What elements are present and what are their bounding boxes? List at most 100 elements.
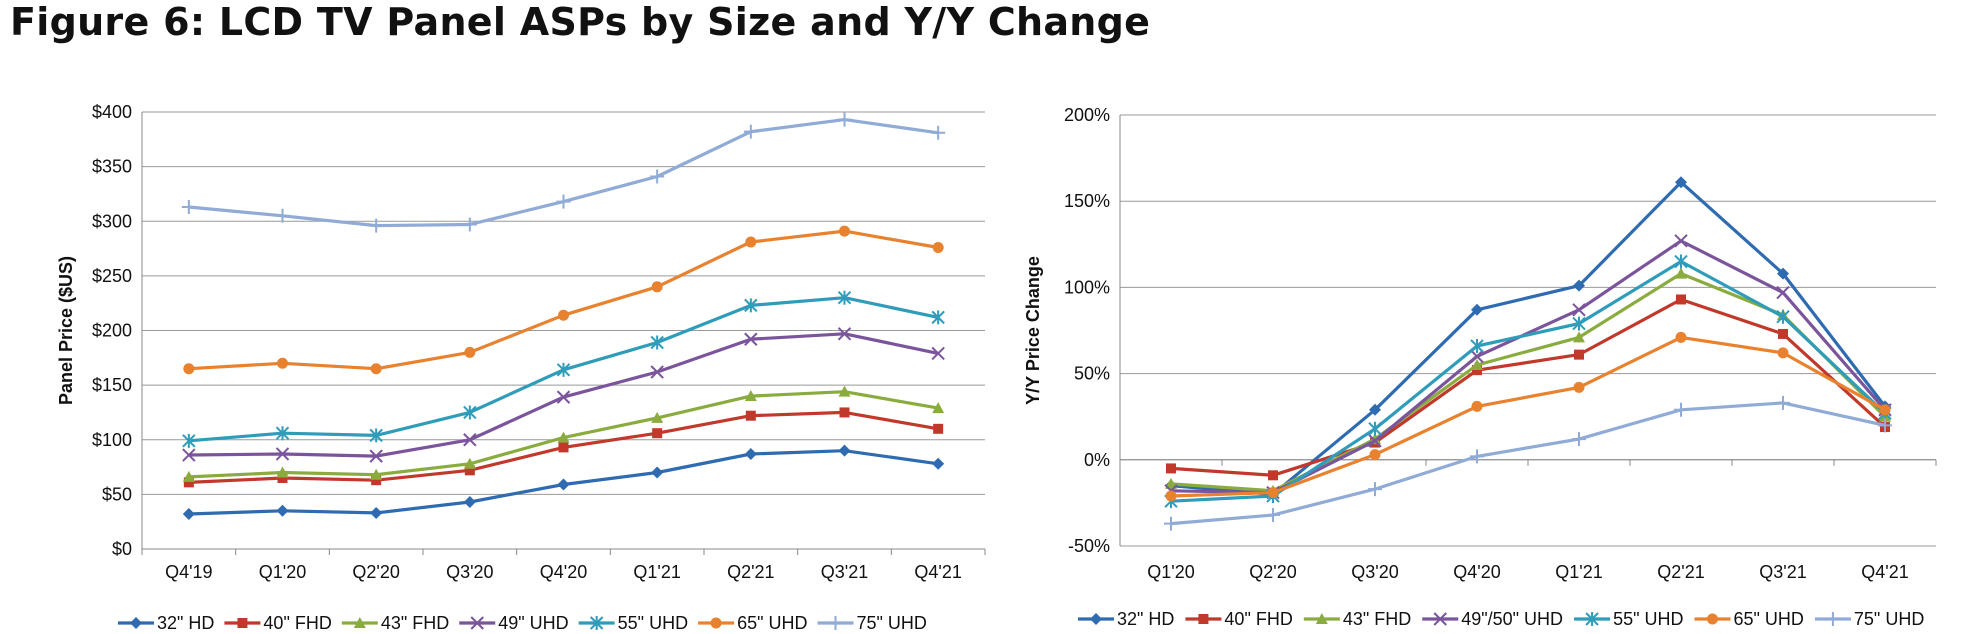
price-series-49-uhd-point xyxy=(182,448,196,462)
price-x-tick-label: Q1'20 xyxy=(259,562,306,582)
price-series-43-fhd-point xyxy=(557,431,570,443)
yy-series-55-uhd-point xyxy=(1776,309,1790,324)
yy-series-75-uhd xyxy=(1164,395,1892,531)
price-x-tick-label: Q4'20 xyxy=(540,562,587,582)
yy-series-65-uhd-point xyxy=(1675,331,1687,343)
yy-series-75-uhd-point xyxy=(1164,516,1178,531)
price-series-40-fhd-point xyxy=(839,407,850,418)
price-legend-label: 40" FHD xyxy=(263,613,331,633)
price-legend-marker xyxy=(710,617,722,629)
price-series-75-uhd-point xyxy=(743,124,758,139)
yy-series-40-fhd-point xyxy=(1676,294,1686,305)
yy-series-65-uhd-line xyxy=(1170,335,1886,498)
price-series-43-fhd-point xyxy=(463,457,476,469)
yy-x-tick-label: Q1'20 xyxy=(1147,562,1194,582)
price-series-49-uhd-point xyxy=(837,327,852,341)
price-y-tick-label: $100 xyxy=(92,430,132,450)
yy-legend-marker xyxy=(1585,612,1599,626)
yy-series-43-fhd-point xyxy=(1165,477,1177,489)
price-series-65-uhd-point xyxy=(745,236,757,248)
price-legend-marker xyxy=(589,616,604,630)
price-y-tick-label: $200 xyxy=(92,321,132,341)
price-x-tick-label: Q2'21 xyxy=(727,562,774,582)
price-series-40-fhd-point xyxy=(183,477,194,488)
yy-legend-item: 65" UHD xyxy=(1694,609,1804,629)
yy-legend-label: 43" FHD xyxy=(1343,609,1411,629)
price-series-55-uhd-point xyxy=(837,290,852,305)
yy-series-75-uhd-point xyxy=(1572,432,1586,447)
yy-series-75-uhd-point xyxy=(1878,418,1892,433)
price-series-55-uhd-point xyxy=(650,335,664,350)
yy-series-32-hd-point xyxy=(1573,279,1585,292)
price-legend-item: 75" UHD xyxy=(817,613,927,633)
yy-legend-marker xyxy=(1198,614,1209,624)
price-y-tick-label: $250 xyxy=(92,266,132,286)
yy-legend-marker xyxy=(1706,613,1718,625)
price-legend-marker xyxy=(470,616,484,630)
figure-title: Figure 6: LCD TV Panel ASPs by Size and … xyxy=(10,0,1151,44)
yy-series-32-hd-line xyxy=(1170,180,1887,496)
yy-legend: 32" HD 40" FHD 43" FHD 49"/50" UHD 55" UHD 65… xyxy=(1078,609,1924,629)
yy-legend-item: 75" UHD xyxy=(1814,609,1924,629)
price-series-55-uhd-point xyxy=(182,433,196,448)
price-series-55-uhd-point xyxy=(275,426,290,441)
yy-legend-label: 49"/50" UHD xyxy=(1461,609,1563,629)
price-series-40-fhd xyxy=(183,407,944,488)
price-series-49-uhd-point xyxy=(275,447,290,461)
price-legend-label: 49" UHD xyxy=(498,613,568,633)
yy-series-43-fhd-point xyxy=(1471,358,1483,370)
yy-x-tick-label: Q3'20 xyxy=(1351,562,1398,582)
price-series-75-uhd-point xyxy=(462,217,477,232)
price-series-43-fhd-point xyxy=(276,466,289,478)
price-series-40-fhd-point xyxy=(745,410,756,421)
price-legend-item: 32" HD xyxy=(118,613,214,633)
price-series-75-uhd xyxy=(181,112,946,233)
price-series-43-fhd-point xyxy=(370,468,383,480)
price-series-65-uhd-point xyxy=(464,346,476,358)
price-series-43-fhd xyxy=(182,385,945,482)
price-x-tick-label: Q2'20 xyxy=(352,562,399,582)
price-legend: 32" HD 40" FHD 43" FHD 49" UHD 55" UHD 65" UH… xyxy=(118,613,927,633)
price-series-75-uhd-point xyxy=(650,169,665,184)
price-y-tick-label: $50 xyxy=(102,484,132,504)
yy-series-55-uhd-point xyxy=(1470,339,1484,354)
price-series-49-uhd-point xyxy=(556,390,571,404)
yy-series-49-50-uhd-point xyxy=(1776,285,1790,300)
price-legend-marker xyxy=(130,617,142,629)
price-series-55-uhd-point xyxy=(556,362,571,377)
price-series-65-uhd xyxy=(183,225,944,375)
yy-legend-item: 43" FHD xyxy=(1303,609,1411,629)
yy-series-49-50-uhd-point xyxy=(1674,234,1688,248)
yy-x-tick-label: Q1'21 xyxy=(1555,562,1602,582)
price-series-55-uhd-point xyxy=(463,405,477,420)
yy-series-40-fhd-point xyxy=(1472,365,1482,376)
yy-series-75-uhd-point xyxy=(1470,449,1484,464)
yy-y-tick-label: -50% xyxy=(1068,536,1110,556)
price-x-tick-label: Q3'21 xyxy=(821,562,868,582)
yy-series-75-uhd-point xyxy=(1674,402,1688,417)
yy-series-43-fhd-point xyxy=(1675,267,1687,279)
price-legend-marker xyxy=(828,616,843,630)
panel-price-chart: $0 $50 $100 $150 $200 $250 $300 $350 $400 Q4'19 Q1… xyxy=(56,102,986,633)
price-series-32-hd-point xyxy=(463,496,476,509)
price-legend-item: 55" UHD xyxy=(578,613,688,633)
yy-series-43-fhd-point xyxy=(1573,331,1585,343)
price-y-tick-label: $150 xyxy=(92,375,132,395)
yy-series-40-fhd-point xyxy=(1268,470,1278,481)
yy-legend-item: 32" HD xyxy=(1078,609,1174,629)
price-series-43-fhd-point xyxy=(744,390,757,402)
yy-series-40-fhd-point xyxy=(1166,463,1176,474)
yy-series-49-50-uhd-point xyxy=(1368,434,1382,448)
yy-series-32-hd-point xyxy=(1471,303,1483,316)
yy-legend-label: 65" UHD xyxy=(1733,609,1803,629)
price-series-65-uhd-point xyxy=(651,281,663,293)
price-legend-item: 43" FHD xyxy=(341,613,449,633)
yy-series-65-uhd-point xyxy=(1165,490,1177,502)
price-series-49-uhd-point xyxy=(369,449,383,463)
price-series-65-uhd-point xyxy=(558,309,569,321)
yy-series-55-uhd-point xyxy=(1368,421,1382,436)
yy-legend-marker xyxy=(1315,613,1328,624)
yy-series-40-fhd-point xyxy=(1778,328,1788,339)
yy-series-75-uhd-line xyxy=(1170,401,1886,526)
price-series-65-uhd-point xyxy=(370,363,382,375)
